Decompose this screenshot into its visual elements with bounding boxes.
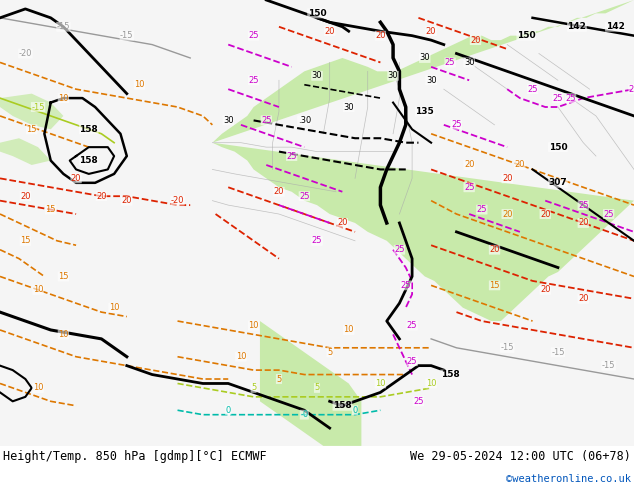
Text: 142: 142 — [605, 22, 624, 31]
Text: -15: -15 — [602, 361, 616, 370]
Text: 25: 25 — [413, 397, 424, 406]
Text: -15: -15 — [551, 348, 565, 357]
Text: 5: 5 — [251, 384, 256, 392]
Text: 20: 20 — [489, 245, 500, 254]
Text: 30: 30 — [312, 72, 322, 80]
Text: 150: 150 — [517, 31, 536, 40]
Text: 25: 25 — [451, 121, 462, 129]
Text: 30: 30 — [388, 72, 398, 80]
Text: 10: 10 — [426, 379, 436, 388]
Text: 5: 5 — [314, 384, 320, 392]
Polygon shape — [0, 138, 51, 165]
Polygon shape — [212, 0, 634, 321]
Text: 30: 30 — [344, 102, 354, 112]
Text: 30: 30 — [223, 116, 233, 125]
Text: 20: 20 — [71, 174, 81, 183]
Text: 25: 25 — [249, 31, 259, 40]
Text: 20: 20 — [502, 174, 512, 183]
Text: -15: -15 — [500, 343, 514, 352]
Text: 25: 25 — [249, 76, 259, 85]
Text: 20: 20 — [515, 161, 525, 170]
Text: 20: 20 — [502, 210, 512, 219]
Text: 10: 10 — [58, 330, 68, 339]
Text: 10: 10 — [344, 325, 354, 335]
Text: 10: 10 — [33, 285, 43, 294]
Text: ©weatheronline.co.uk: ©weatheronline.co.uk — [506, 474, 631, 484]
Text: 25: 25 — [464, 183, 474, 192]
Text: 25: 25 — [394, 245, 404, 254]
Text: 158: 158 — [333, 401, 352, 410]
Text: 10: 10 — [58, 94, 68, 102]
Text: 25: 25 — [527, 85, 538, 94]
Text: 25: 25 — [477, 205, 487, 214]
Text: -20: -20 — [18, 49, 32, 58]
Text: 10: 10 — [33, 384, 43, 392]
Polygon shape — [260, 321, 361, 446]
Text: 15: 15 — [489, 281, 500, 290]
Text: 20: 20 — [464, 161, 474, 170]
Text: 25: 25 — [287, 151, 297, 161]
Text: 158: 158 — [79, 125, 98, 134]
Text: 20: 20 — [426, 27, 436, 36]
Text: 20: 20 — [274, 187, 284, 196]
Text: 135: 135 — [415, 107, 434, 116]
Text: 25: 25 — [629, 85, 634, 94]
Text: 25: 25 — [261, 116, 271, 125]
Text: 25: 25 — [407, 357, 417, 366]
Text: 20: 20 — [375, 31, 385, 40]
Text: 30: 30 — [420, 53, 430, 62]
Text: 150: 150 — [307, 9, 327, 18]
Text: -15: -15 — [120, 31, 134, 40]
Text: 20: 20 — [578, 294, 588, 303]
Text: 30: 30 — [464, 58, 474, 67]
Text: -15: -15 — [31, 102, 45, 112]
Text: 25: 25 — [312, 236, 322, 245]
Text: 10: 10 — [375, 379, 385, 388]
Text: 15: 15 — [27, 125, 37, 134]
Text: -0: -0 — [300, 410, 309, 419]
Text: 20: 20 — [470, 36, 481, 45]
Text: 10: 10 — [109, 303, 119, 312]
Text: 25: 25 — [299, 192, 309, 201]
Text: 142: 142 — [567, 22, 586, 31]
Text: 150: 150 — [548, 143, 567, 151]
Text: 20: 20 — [540, 210, 550, 219]
Text: 10: 10 — [134, 80, 145, 89]
Text: 10: 10 — [236, 352, 246, 361]
Text: 5: 5 — [276, 374, 281, 384]
Text: 5: 5 — [327, 348, 332, 357]
Text: 20: 20 — [96, 192, 107, 201]
Text: 20: 20 — [122, 196, 132, 205]
Text: .30: .30 — [298, 116, 311, 125]
Text: We 29-05-2024 12:00 UTC (06+78): We 29-05-2024 12:00 UTC (06+78) — [410, 450, 631, 464]
Text: 15: 15 — [20, 236, 30, 245]
Text: 30: 30 — [426, 76, 436, 85]
Text: -20: -20 — [171, 196, 184, 205]
Text: 20: 20 — [20, 192, 30, 201]
Polygon shape — [0, 94, 63, 129]
Text: 20: 20 — [578, 219, 588, 227]
Text: Height/Temp. 850 hPa [gdmp][°C] ECMWF: Height/Temp. 850 hPa [gdmp][°C] ECMWF — [3, 450, 267, 464]
Text: 158: 158 — [79, 156, 98, 165]
Text: 10: 10 — [249, 321, 259, 330]
Text: 25: 25 — [578, 200, 588, 210]
Text: 15: 15 — [58, 272, 68, 281]
Text: 15: 15 — [46, 205, 56, 214]
Text: 25: 25 — [553, 94, 563, 102]
Text: 0: 0 — [353, 406, 358, 415]
Text: 20: 20 — [337, 219, 347, 227]
Text: 0: 0 — [226, 406, 231, 415]
Text: 25: 25 — [604, 210, 614, 219]
Text: 158: 158 — [441, 370, 460, 379]
Text: 25: 25 — [407, 321, 417, 330]
Text: 307: 307 — [548, 178, 567, 187]
Text: 20: 20 — [325, 27, 335, 36]
Text: -15: -15 — [56, 22, 70, 31]
Text: 20: 20 — [540, 285, 550, 294]
Text: 25: 25 — [566, 94, 576, 102]
Text: 25: 25 — [445, 58, 455, 67]
Text: 25: 25 — [401, 281, 411, 290]
